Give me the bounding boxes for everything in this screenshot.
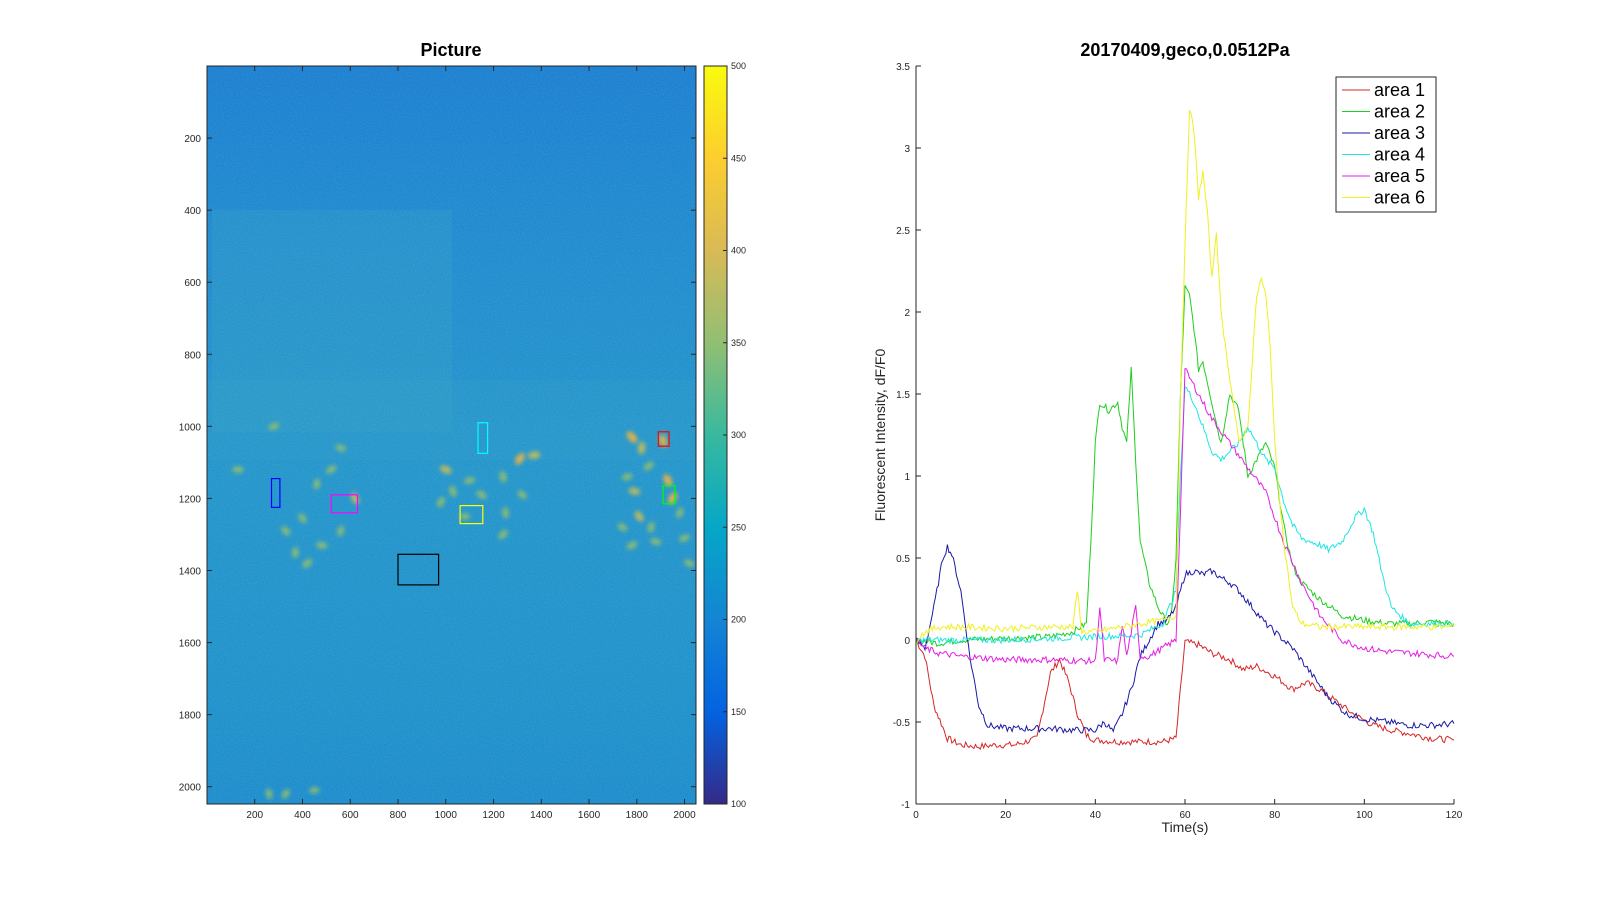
image-title: Picture — [420, 40, 481, 60]
x-tick-label: 600 — [342, 810, 359, 821]
colorbar-tick-label: 350 — [731, 338, 746, 348]
x-tick-label: 120 — [1446, 810, 1463, 821]
legend-label: area 2 — [1374, 102, 1425, 122]
series-line — [915, 638, 1455, 751]
series-lines — [915, 109, 1455, 751]
x-tick-label: 1200 — [482, 810, 505, 821]
y-tick-label: 1.5 — [896, 390, 910, 401]
roi-box — [662, 485, 676, 505]
x-tick-label: 800 — [390, 810, 407, 821]
legend-label: area 5 — [1374, 166, 1425, 186]
image-axes: 200 400 600 800 1000 1200 1400 1600 1800 2000 200 4… — [179, 66, 696, 821]
image-frame — [206, 65, 697, 805]
y-tick-label: 1 — [904, 472, 910, 483]
x-tick-label: 60 — [1179, 810, 1191, 821]
legend-label: area 4 — [1374, 145, 1425, 165]
series-line — [915, 285, 1455, 648]
y-tick-label: 3.5 — [896, 62, 910, 73]
image-noise — [207, 66, 696, 804]
colorbar-tick-label: 300 — [731, 430, 746, 440]
y-tick-label: 200 — [184, 134, 201, 145]
x-tick-label: 1000 — [435, 810, 458, 821]
series-line — [915, 367, 1455, 666]
x-tick-label: 1400 — [530, 810, 553, 821]
legend-box — [1335, 76, 1437, 213]
y-tick-label: 2 — [904, 308, 910, 319]
series-line — [915, 386, 1455, 645]
colorbar-tick-label: 250 — [731, 522, 746, 532]
series-line — [915, 544, 1455, 734]
x-tick-label: 200 — [246, 810, 263, 821]
y-tick-label: 1200 — [179, 494, 202, 505]
y-tick-label: 0.5 — [896, 554, 910, 565]
line-chart-panel: 20170409,geco,0.0512Pa 0 20 40 60 80 100 120-1… — [872, 40, 1463, 835]
y-axis-label: Fluorescent Intensity, dF/F0 — [872, 349, 888, 522]
colorbar-tick-label: 150 — [731, 707, 746, 717]
colorbar-tick-label: 200 — [731, 615, 746, 625]
series-line — [915, 109, 1455, 644]
y-tick-label: 1800 — [179, 711, 202, 722]
y-tick-label: 400 — [184, 206, 201, 217]
colorbar-tick-label: 400 — [731, 246, 746, 256]
roi-box — [270, 478, 281, 509]
legend-label: area 1 — [1374, 80, 1425, 100]
y-tick-label: 3 — [904, 144, 910, 155]
roi-box — [459, 505, 484, 525]
colorbar-tick-label: 450 — [731, 153, 746, 163]
line-chart-title: 20170409,geco,0.0512Pa — [1080, 40, 1290, 60]
y-tick-label: 1600 — [179, 639, 202, 650]
x-tick-label: 100 — [1356, 810, 1373, 821]
colorbar-tick-label: 500 — [731, 61, 746, 71]
x-tick-label: 1600 — [578, 810, 601, 821]
y-tick-label: 0 — [904, 636, 910, 647]
roi-box — [657, 431, 670, 447]
x-tick-label: 0 — [913, 810, 919, 821]
y-tick-label: 1000 — [179, 422, 202, 433]
y-tick-label: -1 — [901, 800, 910, 811]
x-tick-label: 40 — [1090, 810, 1102, 821]
y-tick-label: -0.5 — [893, 718, 911, 729]
x-tick-label: 20 — [1000, 810, 1012, 821]
colorbar-tick-label: 100 — [731, 799, 746, 809]
y-tick-label: 2.5 — [896, 226, 910, 237]
x-tick-label: 400 — [294, 810, 311, 821]
y-tick-label: 800 — [184, 350, 201, 361]
x-tick-label: 1800 — [626, 810, 649, 821]
colorbar-ticks: 100 150 200 250 300 350 400 450 500 — [723, 61, 746, 809]
image-area — [207, 66, 696, 804]
y-tick-label: 600 — [184, 278, 201, 289]
roi-box — [397, 553, 440, 586]
roi-box — [477, 422, 489, 454]
x-axis-label: Time(s) — [1162, 819, 1209, 835]
legend-label: area 3 — [1374, 123, 1425, 143]
x-tick-label: 2000 — [673, 810, 696, 821]
y-tick-label: 1400 — [179, 566, 202, 577]
x-tick-label: 80 — [1269, 810, 1281, 821]
legend-label: area 6 — [1374, 188, 1425, 208]
y-tick-label: 2000 — [179, 783, 202, 794]
image-panel: Picture 200 400 600 800 1000 1200 1400 1600 1800… — [179, 40, 746, 821]
roi-box — [330, 494, 359, 514]
line-chart-axes: 0 20 40 60 80 100 120 -1 -0.5 0 0.5 1 1.5 2 2.5 3 3.5 — [893, 62, 1463, 821]
roi-boxes — [270, 422, 676, 586]
